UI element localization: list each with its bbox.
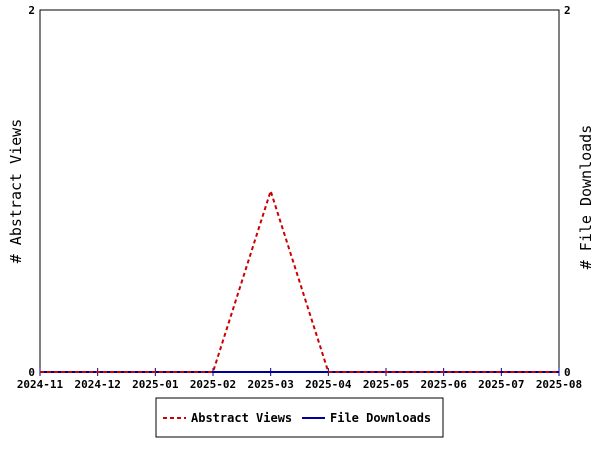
y-left-tick-label: 2	[28, 4, 35, 17]
y-left-axis-tick-labels: 02	[28, 4, 35, 379]
series-layer	[40, 187, 559, 373]
y-right-tick-label: 0	[564, 366, 571, 379]
y-right-tick-label: 2	[564, 4, 571, 17]
x-tick-label: 2024-11	[17, 378, 64, 391]
x-tick-label: 2025-04	[305, 378, 352, 391]
x-tick-label: 2025-08	[536, 378, 582, 391]
legend-label-abstract-views: Abstract Views	[191, 411, 292, 425]
x-tick-label: 2025-02	[190, 378, 236, 391]
legend-label-file-downloads: File Downloads	[330, 411, 431, 425]
x-tick-label: 2024-12	[74, 378, 120, 391]
x-tick-label: 2025-01	[132, 378, 179, 391]
legend-box	[155, 397, 444, 438]
y-left-tick-label: 0	[28, 366, 35, 379]
y-right-axis-tick-labels: 02	[564, 4, 571, 379]
y-right-axis-title: # File Downloads	[577, 125, 595, 270]
x-tick-label: 2025-06	[420, 378, 467, 391]
x-tick-label: 2025-07	[478, 378, 524, 391]
x-axis-tick-labels: 2024-11 2024-12 2025-01 2025-02 2025-03 2025-…	[17, 378, 582, 391]
plot-area	[39, 9, 560, 373]
x-tick-label: 2025-05	[363, 378, 409, 391]
x-tick-label: 2025-03	[247, 378, 293, 391]
legend: Abstract Views File Downloads	[155, 397, 444, 438]
series-line-abstract-views	[40, 187, 559, 373]
y-left-axis-title: # Abstract Views	[7, 119, 25, 264]
